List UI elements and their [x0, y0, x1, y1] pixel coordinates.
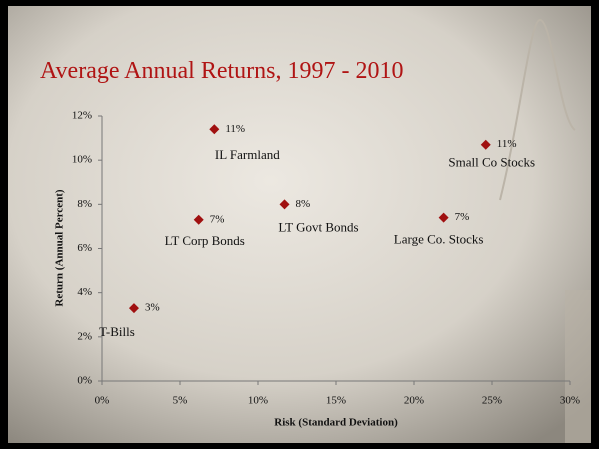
point-label: IL Farmland: [215, 147, 280, 162]
x-tick-label: 10%: [248, 395, 268, 407]
y-tick-label: 4%: [77, 286, 92, 298]
decoration: [565, 290, 591, 443]
chart-title: Average Annual Returns, 1997 - 2010: [40, 58, 403, 84]
value-label: 8%: [296, 198, 311, 210]
y-tick-label: 2%: [77, 330, 92, 342]
point-label: T-Bills: [99, 324, 135, 339]
y-tick-label: 8%: [77, 198, 92, 210]
y-axis-title: Return (Annual Percent): [54, 189, 66, 306]
x-axis-title: Risk (Standard Deviation): [274, 417, 398, 429]
value-label: 3%: [145, 302, 160, 314]
x-tick-label: 25%: [482, 395, 502, 407]
point-label: LT Corp Bonds: [165, 233, 245, 248]
point-label: Small Co Stocks: [448, 155, 535, 170]
x-tick-label: 5%: [173, 395, 188, 407]
y-tick-label: 10%: [72, 154, 92, 166]
slide: Average Annual Returns, 1997 - 2010 Risk…: [0, 0, 599, 449]
value-label: 7%: [455, 211, 470, 223]
value-label: 11%: [497, 138, 517, 150]
y-tick-label: 12%: [72, 110, 92, 122]
x-tick-label: 20%: [404, 395, 424, 407]
point-label: Large Co. Stocks: [394, 232, 484, 247]
x-tick-label: 30%: [560, 395, 580, 407]
value-label: 7%: [210, 213, 225, 225]
x-tick-label: 0%: [95, 395, 110, 407]
chart: Average Annual Returns, 1997 - 2010 Risk…: [0, 0, 599, 449]
x-tick-label: 15%: [326, 395, 346, 407]
point-label: LT Govt Bonds: [278, 219, 358, 234]
value-label: 11%: [225, 123, 245, 135]
y-tick-label: 6%: [77, 242, 92, 254]
y-tick-label: 0%: [77, 375, 92, 387]
